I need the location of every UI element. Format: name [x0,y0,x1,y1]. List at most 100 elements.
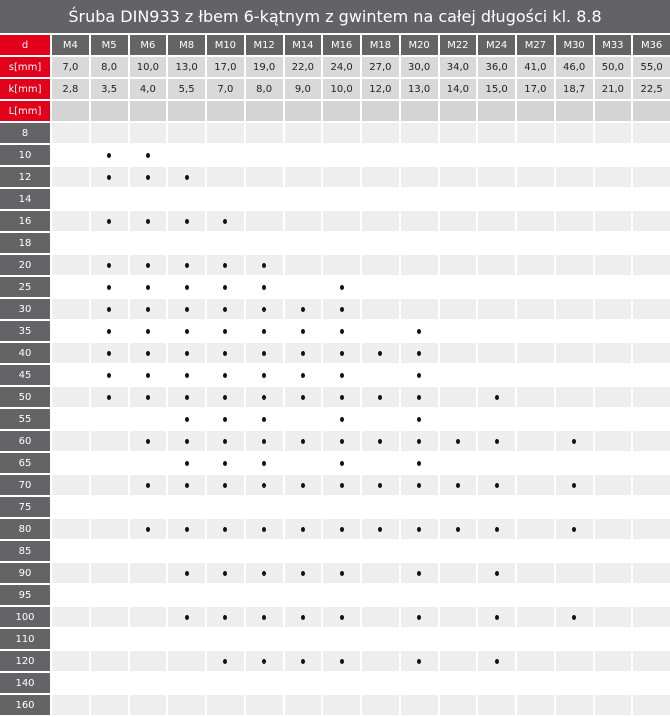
table-cell [284,497,322,517]
table-cell [362,673,399,693]
table-cell [400,409,438,429]
bullet-dot-icon [107,306,112,312]
size-header: M4 [52,35,89,55]
table-cell [633,387,670,407]
l-header-cell [168,101,205,121]
table-cell [439,651,477,671]
table-cell [90,453,128,473]
table-cell [633,211,670,231]
table-cell [594,233,632,253]
table-cell [245,409,283,429]
k-value: 21,0 [594,79,632,99]
table-cell [594,519,632,539]
table-cell [245,673,283,693]
table-cell [478,167,515,187]
table-cell [207,673,244,693]
table-cell [129,343,167,363]
table-cell [284,167,322,187]
size-header: M16 [323,35,360,55]
table-cell [362,277,399,297]
table-row: 55 [0,409,670,429]
bullet-dot-icon [378,394,383,400]
table-cell [207,629,244,649]
table-cell [400,607,438,627]
table-cell [362,145,399,165]
table-cell [245,563,283,583]
bullet-dot-icon [455,482,460,488]
bullet-dot-icon [184,460,189,466]
l-header-cell [594,101,632,121]
bullet-dot-icon [145,394,150,400]
bullet-dot-icon [107,328,112,334]
table-cell [362,233,399,253]
table-cell [594,497,632,517]
table-cell [52,673,89,693]
table-cell [245,453,283,473]
table-cell [129,651,167,671]
l-header-cell [323,101,360,121]
l-header-cell [555,101,593,121]
length-label: 85 [0,541,50,561]
table-cell [284,629,322,649]
table-cell [633,277,670,297]
table-cell [90,497,128,517]
table-cell [517,167,554,187]
table-cell [478,519,515,539]
bullet-dot-icon [223,372,228,378]
bullet-dot-icon [145,372,150,378]
table-cell [439,211,477,231]
k-value: 5,5 [168,79,205,99]
bullet-dot-icon [339,614,344,620]
bullet-dot-icon [262,372,267,378]
table-cell [129,607,167,627]
length-label: 10 [0,145,50,165]
l-header-cell [52,101,89,121]
bullet-dot-icon [184,614,189,620]
k-value: 3,5 [90,79,128,99]
table-cell [517,277,554,297]
table-cell [439,189,477,209]
bullet-dot-icon [378,526,383,532]
table-cell [517,651,554,671]
table-cell [400,255,438,275]
size-header: M18 [362,35,399,55]
s-value: 46,0 [555,57,593,77]
table-cell [555,189,593,209]
table-row: 90 [0,563,670,583]
table-cell [439,519,477,539]
bullet-dot-icon [378,350,383,356]
table-cell [284,431,322,451]
table-cell [594,563,632,583]
table-cell [400,585,438,605]
bullet-dot-icon [300,614,305,620]
size-header: M20 [400,35,438,55]
length-label: 12 [0,167,50,187]
bullet-dot-icon [339,658,344,664]
table-cell [207,321,244,341]
table-cell [245,475,283,495]
table-cell [439,167,477,187]
table-cell [129,541,167,561]
bullet-dot-icon [262,416,267,422]
table-cell [362,365,399,385]
table-cell [90,475,128,495]
table-cell [168,651,205,671]
table-cell [400,189,438,209]
table-cell [168,123,205,143]
size-header: M5 [90,35,128,55]
table-cell [478,409,515,429]
table-cell [168,497,205,517]
table-cell [52,299,89,319]
table-cell [439,409,477,429]
table-cell [439,233,477,253]
table-cell [129,519,167,539]
table-cell [555,343,593,363]
table-cell [594,299,632,319]
table-cell [129,123,167,143]
table-cell [90,277,128,297]
size-header: M27 [517,35,554,55]
table-cell [168,167,205,187]
table-cell [439,365,477,385]
table-cell [52,189,89,209]
bullet-dot-icon [378,438,383,444]
